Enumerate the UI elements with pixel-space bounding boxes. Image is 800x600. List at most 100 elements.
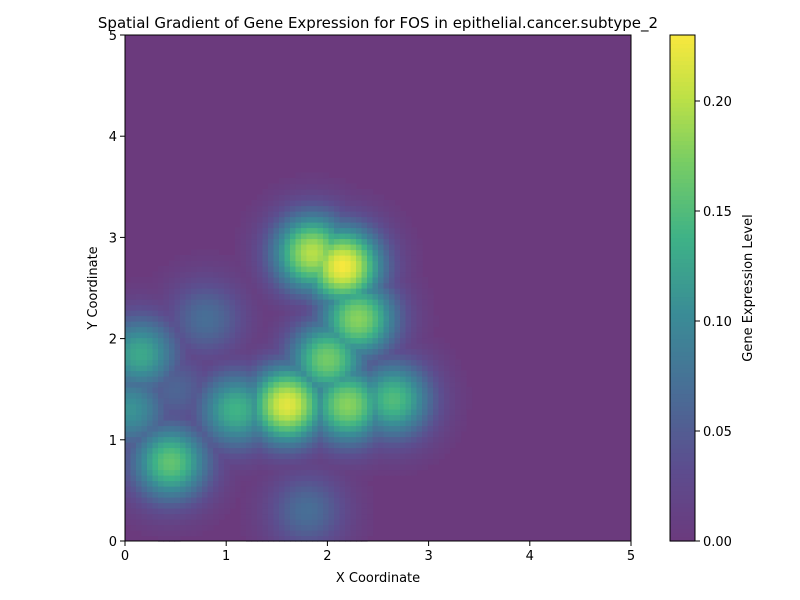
heatmap-cell (169, 381, 176, 388)
heatmap-cell (295, 376, 302, 383)
heatmap-cell (317, 486, 324, 493)
heatmap-cell (301, 255, 308, 262)
heatmap-cell (416, 326, 423, 333)
heatmap-cell (339, 222, 346, 229)
heatmap-cell (400, 299, 407, 306)
heatmap-cell (290, 447, 297, 454)
heatmap-cell (350, 486, 357, 493)
heatmap-cell (367, 315, 374, 322)
heatmap-cell (383, 381, 390, 388)
heatmap-cell (361, 480, 368, 487)
colorbar-step (670, 191, 695, 196)
heatmap-cell (262, 200, 269, 207)
heatmap-cell (191, 277, 198, 284)
heatmap-cell (433, 381, 440, 388)
colorbar-step (670, 363, 695, 369)
heatmap-cell (334, 277, 341, 284)
heatmap-cell (295, 398, 302, 405)
heatmap-cell (163, 519, 170, 526)
heatmap-cell (136, 348, 143, 355)
heatmap-cell (317, 436, 324, 443)
colorbar-step (670, 81, 695, 87)
heatmap-cell (174, 310, 181, 317)
heatmap-cell (411, 365, 418, 372)
heatmap-cell (152, 409, 159, 416)
heatmap-cell (328, 178, 335, 185)
heatmap-cell (317, 453, 324, 460)
heatmap-cell (251, 524, 258, 531)
heatmap-cell (383, 464, 390, 471)
heatmap-cell (202, 277, 209, 284)
heatmap-cell (312, 535, 319, 542)
heatmap-cell (345, 381, 352, 388)
heatmap-cell (405, 431, 412, 438)
heatmap-cell (449, 398, 456, 405)
colorbar-step (670, 258, 695, 264)
heatmap-cell (213, 414, 220, 421)
heatmap-cell (400, 414, 407, 421)
heatmap-cell (191, 464, 198, 471)
heatmap-cell (213, 381, 220, 388)
heatmap-cell (152, 293, 159, 300)
heatmap-cell (372, 436, 379, 443)
heatmap-cell (328, 183, 335, 190)
heatmap-cell (312, 519, 319, 526)
heatmap-cell (130, 453, 137, 460)
heatmap-cell (361, 255, 368, 262)
heatmap-cell (152, 475, 159, 482)
heatmap-cell (207, 304, 214, 311)
heatmap-cell (334, 508, 341, 515)
heatmap-cell (356, 354, 363, 361)
heatmap-cell (268, 211, 275, 218)
heatmap-cell (279, 414, 286, 421)
heatmap-cell (273, 293, 280, 300)
heatmap-cell (169, 288, 176, 295)
heatmap-cell (268, 260, 275, 267)
heatmap-cell (185, 409, 192, 416)
heatmap-cell (323, 519, 330, 526)
heatmap-cell (328, 348, 335, 355)
heatmap-cell (273, 425, 280, 432)
colorbar-step (670, 452, 695, 458)
heatmap-cell (262, 227, 269, 234)
heatmap-cell (207, 453, 214, 460)
heatmap-cell (268, 376, 275, 383)
heatmap-cell (213, 332, 220, 339)
heatmap-cell (334, 222, 341, 229)
heatmap-cell (262, 194, 269, 201)
heatmap-cell (224, 293, 231, 300)
heatmap-cell (185, 359, 192, 366)
heatmap-cell (268, 216, 275, 223)
heatmap-cell (279, 282, 286, 289)
heatmap-cell (174, 354, 181, 361)
heatmap-cell (268, 398, 275, 405)
heatmap-cell (240, 266, 247, 273)
heatmap-cell (185, 293, 192, 300)
heatmap-cell (136, 282, 143, 289)
colorbar-step (670, 174, 695, 179)
heatmap-cell (400, 315, 407, 322)
heatmap-cell (207, 315, 214, 322)
heatmap-cell (301, 354, 308, 361)
heatmap-cell (323, 376, 330, 383)
colorbar-step (670, 372, 695, 378)
heatmap-cell (229, 464, 236, 471)
heatmap-cell (312, 447, 319, 454)
heatmap-cell (240, 216, 247, 223)
heatmap-cell (290, 271, 297, 278)
heatmap-cell (290, 403, 297, 410)
heatmap-cell (279, 326, 286, 333)
heatmap-cell (207, 310, 214, 317)
heatmap-cell (235, 475, 242, 482)
heatmap-cell (339, 508, 346, 515)
heatmap-cell (163, 535, 170, 542)
heatmap-cell (207, 519, 214, 526)
heatmap-cell (229, 480, 236, 487)
heatmap-cell (378, 304, 385, 311)
heatmap-cell (147, 453, 154, 460)
heatmap-cell (224, 414, 231, 421)
heatmap-cell (251, 337, 258, 344)
colorbar-step (670, 330, 695, 335)
heatmap-cell (229, 486, 236, 493)
heatmap-cell (383, 453, 390, 460)
